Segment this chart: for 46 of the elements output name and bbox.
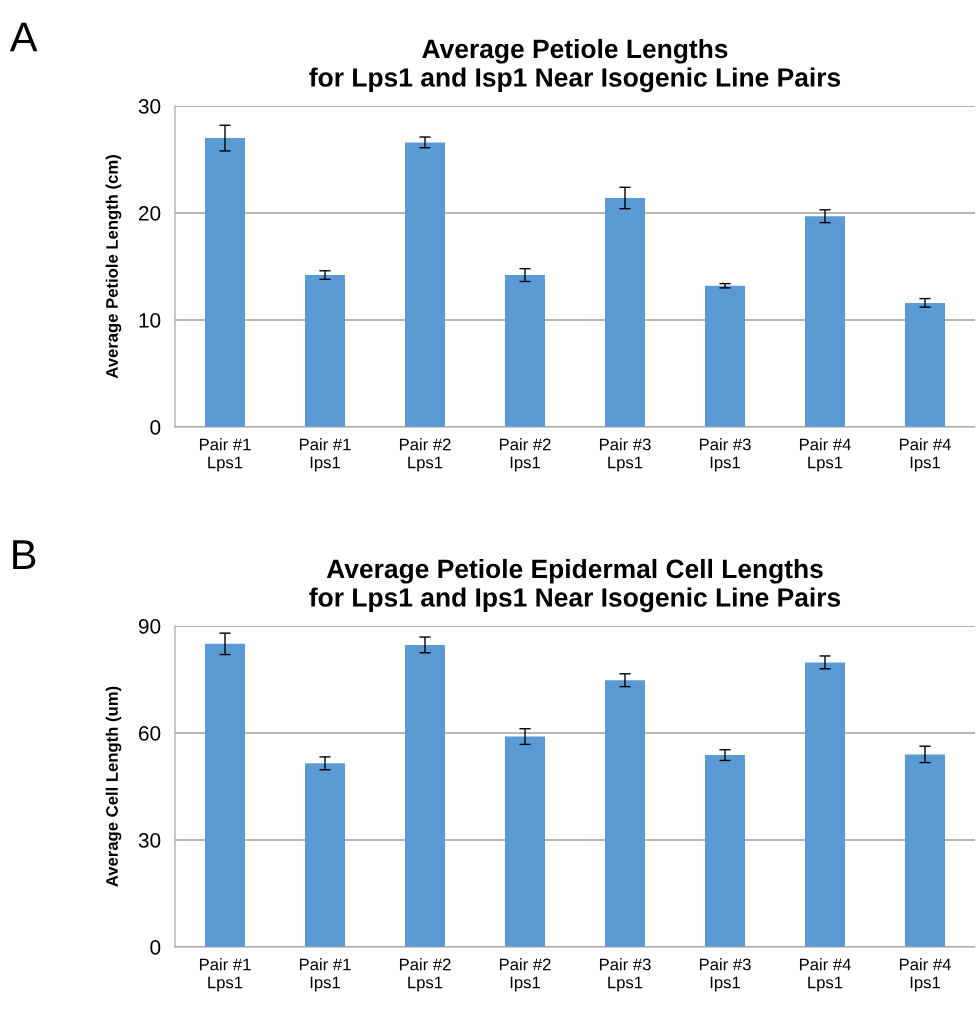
bar bbox=[405, 142, 445, 427]
y-tick-label: 0 bbox=[150, 420, 161, 435]
bar bbox=[705, 285, 745, 427]
x-tick-label: Pair #2 Lps1 bbox=[399, 438, 451, 472]
x-tick-label: Pair #4 Lps1 bbox=[799, 438, 851, 472]
x-tick-label: Pair #3 Ips1 bbox=[699, 958, 751, 992]
y-tick-label: 30 bbox=[138, 99, 161, 114]
bar bbox=[905, 754, 945, 947]
x-tick-label: Pair #4 Lps1 bbox=[799, 958, 851, 992]
bar bbox=[705, 755, 745, 947]
bar bbox=[605, 680, 645, 947]
y-axis-title: Average Cell Length (um) bbox=[105, 686, 122, 887]
x-tick-label: Pair #1 Lps1 bbox=[199, 438, 251, 472]
y-tick-label: 90 bbox=[138, 619, 161, 634]
bar bbox=[605, 198, 645, 427]
x-tick-label: Pair #1 Ips1 bbox=[299, 438, 351, 472]
y-axis-title: Average Petiole Length (cm) bbox=[105, 155, 122, 379]
bar bbox=[205, 138, 245, 427]
x-tick-label: Pair #3 Lps1 bbox=[599, 438, 651, 472]
chart-title: Average Petiole Lengths for Lps1 and Isp1 Near Isogenic Line Pairs bbox=[309, 38, 841, 93]
bar bbox=[505, 736, 545, 947]
text: B bbox=[13, 540, 36, 570]
y-tick-label: 60 bbox=[139, 726, 161, 741]
bar bbox=[405, 644, 445, 947]
y-tick-label: 30 bbox=[138, 833, 161, 848]
y-tick-label: 10 bbox=[139, 313, 161, 328]
bar bbox=[905, 302, 945, 427]
x-tick-label: Pair #1 Lps1 bbox=[199, 958, 251, 992]
x-tick-label: Pair #3 Lps1 bbox=[599, 958, 651, 992]
y-tick-label: 0 bbox=[150, 940, 161, 955]
bar bbox=[805, 216, 845, 427]
bar bbox=[805, 662, 845, 947]
bar bbox=[305, 275, 345, 427]
chart-title: Average Petiole Epidermal Cell Lengths for Lps1 and Ips1 Near Isogenic Line Pairs bbox=[309, 558, 841, 613]
bar bbox=[505, 275, 545, 427]
x-tick-label: Pair #4 Ips1 bbox=[899, 438, 951, 472]
x-tick-label: Pair #4 Ips1 bbox=[899, 958, 951, 992]
x-tick-label: Pair #3 Ips1 bbox=[699, 438, 751, 472]
bar bbox=[305, 763, 345, 947]
bar bbox=[205, 643, 245, 947]
x-tick-label: Pair #2 Lps1 bbox=[399, 958, 451, 992]
y-tick-label: 20 bbox=[138, 206, 161, 221]
x-tick-label: Pair #2 Ips1 bbox=[499, 438, 551, 472]
x-tick-label: Pair #2 Ips1 bbox=[499, 958, 551, 992]
text: A bbox=[9, 22, 38, 52]
x-tick-label: Pair #1 Ips1 bbox=[299, 958, 351, 992]
